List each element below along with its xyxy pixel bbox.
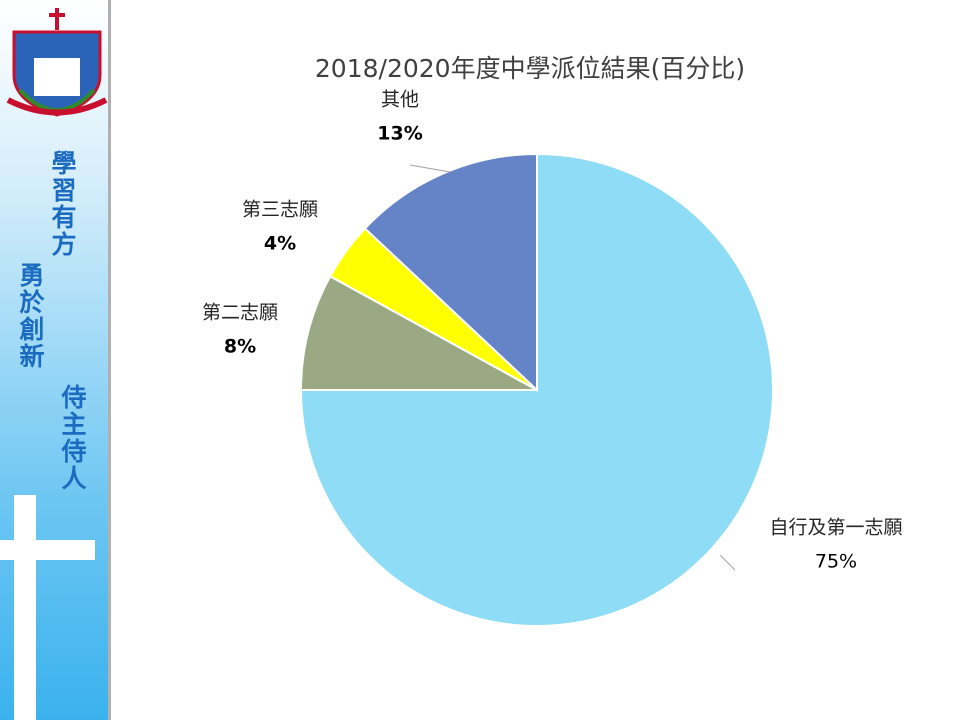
chart-title: 2018/2020年度中學派位結果(百分比): [315, 54, 745, 83]
cross: [14, 495, 36, 720]
pie-slice: [299, 274, 538, 391]
slice-label: 第三志願: [242, 199, 318, 221]
motto: 侍主侍人: [58, 384, 87, 492]
value-label: 8%: [224, 336, 256, 358]
leader-line: [409, 164, 451, 173]
pie-slice: [363, 152, 538, 393]
chart: 2018/2020年度中學派位結果(百分比) 自行及第一志願 75% 第二志願 8% 第…: [202, 54, 903, 627]
value-label: 75%: [815, 551, 857, 573]
motto: 勇於創新: [16, 262, 45, 370]
slice-label: 其他: [381, 89, 419, 111]
motto: 學習有方: [48, 150, 77, 258]
slice-label: 第二志願: [202, 302, 278, 324]
value-label: 4%: [264, 233, 296, 255]
slice-label: 自行及第一志願: [769, 517, 902, 539]
sidebar: 學習有方 勇於創新 侍主侍人: [0, 0, 111, 720]
school-logo: [6, 8, 108, 117]
value-label: 13%: [377, 123, 422, 145]
leader-line: [719, 554, 736, 571]
cross: [0, 540, 95, 560]
